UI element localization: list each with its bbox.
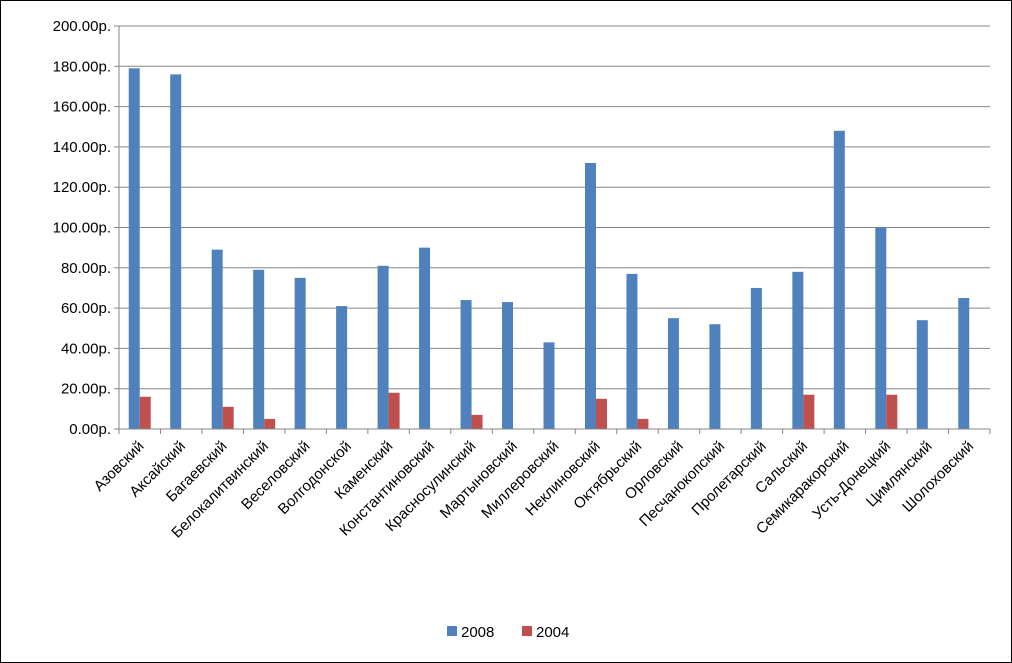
bar-2008-9 bbox=[502, 302, 514, 429]
axes bbox=[118, 26, 991, 434]
bar-2008-2 bbox=[211, 249, 223, 429]
bar-2008-20 bbox=[958, 298, 970, 429]
bar-2008-17 bbox=[833, 130, 845, 429]
y-axis-ticks: 0.00р. 20.00р. 40.00р. 60.00р. 80.00р. 100.00… bbox=[53, 18, 119, 438]
gridlines bbox=[119, 25, 990, 390]
bar-2008-16 bbox=[792, 271, 804, 429]
bar-2008-1 bbox=[170, 74, 182, 430]
y-tick-label: 0.00р. bbox=[69, 421, 111, 438]
bar-2004-12 bbox=[637, 418, 649, 429]
y-tick-label: 80.00р. bbox=[61, 260, 111, 277]
legend-swatch-2008 bbox=[447, 626, 457, 636]
y-tick-label: 20.00р. bbox=[61, 381, 111, 398]
bar-2008-14 bbox=[709, 324, 721, 429]
y-tick-label: 180.00р. bbox=[53, 58, 111, 75]
bar-2008-0 bbox=[128, 68, 140, 429]
bar-2008-19 bbox=[916, 320, 928, 429]
y-tick-label: 200.00р. bbox=[53, 18, 111, 35]
bar-2004-16 bbox=[803, 394, 815, 429]
y-tick-label: 160.00р. bbox=[53, 99, 111, 116]
bars bbox=[128, 68, 970, 430]
y-tick-label: 140.00р. bbox=[53, 139, 111, 156]
bar-2004-0 bbox=[139, 396, 151, 429]
bar-2008-7 bbox=[419, 247, 431, 429]
bar-2008-10 bbox=[543, 342, 555, 429]
y-tick-label: 40.00р. bbox=[61, 340, 111, 357]
category-labels: АзовскийАксайскийБагаевскийБелокалитвинс… bbox=[91, 438, 978, 542]
bar-2008-18 bbox=[875, 227, 887, 429]
bar-2004-8 bbox=[471, 414, 483, 429]
bar-2008-5 bbox=[336, 306, 348, 429]
bar-2008-12 bbox=[626, 273, 638, 429]
bar-2004-3 bbox=[264, 418, 276, 429]
bar-2008-8 bbox=[460, 300, 472, 429]
legend-label-2008: 2008 bbox=[461, 624, 494, 641]
y-tick-label: 60.00р. bbox=[61, 300, 111, 317]
bar-2008-11 bbox=[584, 163, 596, 429]
bar-2008-13 bbox=[667, 318, 679, 429]
y-tick-label: 100.00р. bbox=[53, 220, 111, 237]
bar-2008-4 bbox=[294, 277, 306, 429]
y-tick-label: 120.00р. bbox=[53, 179, 111, 196]
bar-2008-15 bbox=[750, 287, 762, 429]
bar-2008-3 bbox=[253, 269, 265, 429]
bar-2004-2 bbox=[222, 406, 234, 429]
bar-2004-6 bbox=[388, 392, 400, 429]
bar-2004-18 bbox=[886, 394, 898, 429]
legend-label-2004: 2004 bbox=[536, 624, 569, 641]
legend: 2008 2004 bbox=[447, 624, 569, 641]
x-category-label: Волгодонской bbox=[275, 438, 355, 518]
legend-swatch-2004 bbox=[522, 626, 532, 636]
bar-2004-11 bbox=[595, 398, 607, 429]
bar-2008-6 bbox=[377, 265, 389, 429]
